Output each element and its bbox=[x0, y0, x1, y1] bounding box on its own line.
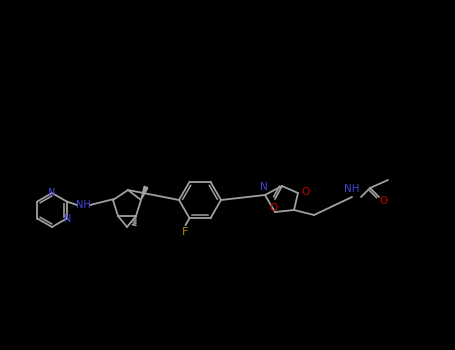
Text: N: N bbox=[260, 182, 268, 192]
Text: O: O bbox=[270, 203, 278, 213]
Polygon shape bbox=[141, 186, 148, 200]
Text: NH: NH bbox=[344, 184, 360, 194]
Text: NH: NH bbox=[76, 200, 91, 210]
Text: N: N bbox=[64, 215, 71, 224]
Text: O: O bbox=[380, 196, 388, 206]
Text: O: O bbox=[301, 187, 309, 197]
Text: F: F bbox=[182, 227, 189, 237]
Text: N: N bbox=[48, 188, 56, 198]
